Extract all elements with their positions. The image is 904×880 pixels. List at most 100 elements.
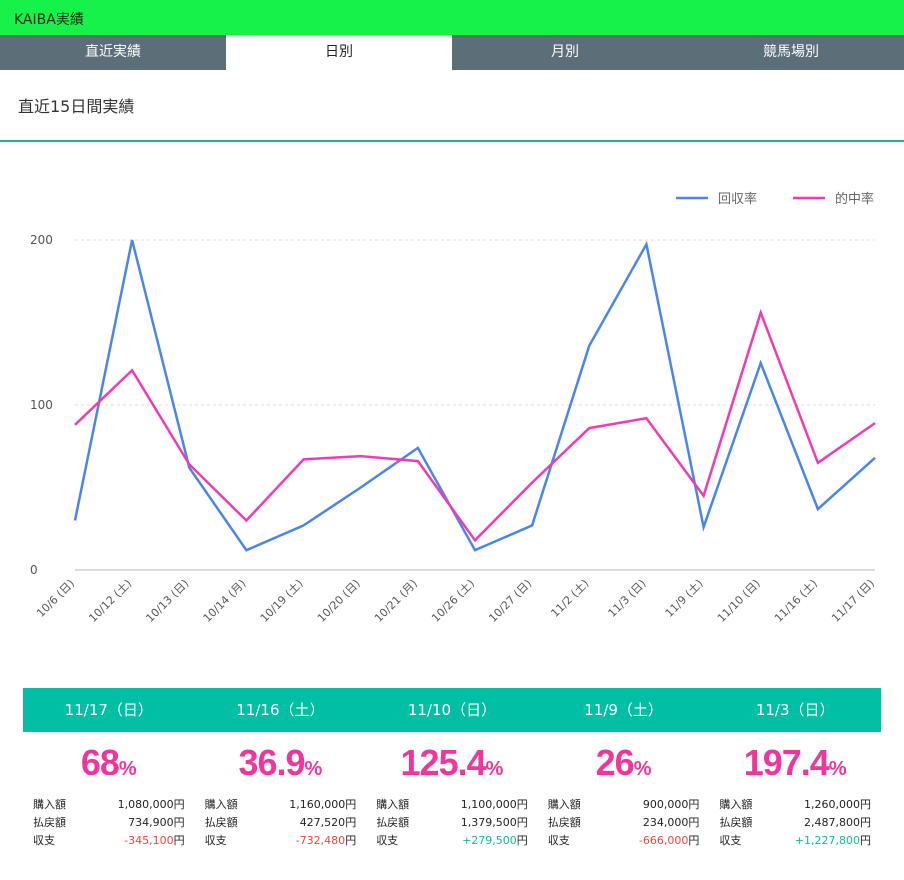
balance-amount: -666,000 <box>638 834 689 847</box>
purchase-label: 購入額 <box>204 798 238 811</box>
yen-unit: 円 <box>516 834 528 847</box>
balance-value: -732,480円 <box>296 832 356 850</box>
x-tick-label: 10/26 (土) <box>429 577 477 625</box>
card-date: 11/10（日） <box>407 701 497 719</box>
recovery-rate-value: 36.9 <box>238 742 305 783</box>
card-details: 購入額 1,160,000円 払戻額 427,520円 収支 -732,480円 <box>195 796 367 850</box>
purchase-label: 購入額 <box>719 798 753 811</box>
purchase-amount: 1,260,000 <box>803 798 860 811</box>
legend-label: 的中率 <box>835 191 874 207</box>
tab-monthly[interactable]: 月別 <box>551 44 579 60</box>
card-details: 購入額 1,080,000円払戻額 734,900円収支 -345,100円 <box>23 796 195 850</box>
card-date: 11/9（土） <box>584 701 663 719</box>
card-details: 購入額 900,000円 払戻額 234,000円 収支 -666,000円 <box>538 796 710 850</box>
balance-value: -345,100円 <box>124 832 184 850</box>
payout-value: 1,379,500円 <box>461 814 528 832</box>
app-title: KAIBA実績 <box>14 12 84 28</box>
purchase-row: 購入額 900,000円 <box>548 796 700 814</box>
balance-value: -666,000円 <box>639 832 699 850</box>
purchase-value: 1,100,000円 <box>461 796 528 814</box>
y-tick-label: 100 <box>30 398 53 412</box>
balance-label: 収支 <box>547 834 570 847</box>
recovery-rate: 36.9% <box>195 742 367 786</box>
percent-sign: % <box>304 758 323 780</box>
y-tick-label: 0 <box>30 563 38 577</box>
x-tick-label: 11/17 (日) <box>829 577 877 625</box>
yen-unit: 円 <box>859 834 871 847</box>
recovery-rate: 68% <box>23 742 195 786</box>
card-date: 11/3（日） <box>755 701 835 719</box>
x-tick-label: 10/19 (土) <box>258 577 306 625</box>
x-tick-label: 11/10 (日) <box>715 577 763 625</box>
payout-label: 払戻額 <box>204 816 238 829</box>
balance-row: 収支 +279,500円 <box>376 832 528 850</box>
yen-unit: 円 <box>345 834 357 847</box>
yen-unit: 円 <box>516 798 528 811</box>
x-tick-label: 10/14 (月) <box>201 577 249 625</box>
daily-card: 197.4% 購入額 1,260,000円 払戻額 2,487,800円 収支 +1,227… <box>709 732 881 852</box>
x-tick-label: 10/13 (日) <box>143 577 191 625</box>
series-line-1 <box>74 308 876 543</box>
balance-label: 収支 <box>204 834 227 847</box>
payout-label: 払戻額 <box>33 816 66 829</box>
x-tick-label: 11/3 (日) <box>606 577 649 620</box>
purchase-value: 1,260,000円 <box>804 796 871 814</box>
purchase-row: 購入額 1,100,000円 <box>376 796 528 814</box>
purchase-amount: 900,000 <box>642 798 689 811</box>
balance-row: 収支 -732,480円 <box>205 832 357 850</box>
series-line-0 <box>73 239 876 552</box>
card-date: 11/16（土） <box>236 701 325 719</box>
y-tick-label: 200 <box>30 233 53 247</box>
payout-row: 払戻額 427,520円 <box>205 814 357 832</box>
tab-racecourse[interactable]: 競馬場別 <box>763 44 819 60</box>
yen-unit: 円 <box>173 816 185 829</box>
x-tick-label: 10/12 (土) <box>86 577 134 625</box>
payout-value: 2,487,800円 <box>804 814 871 832</box>
tab-recent[interactable]: 直近実績 <box>85 44 141 60</box>
payout-value: 427,520円 <box>300 814 357 832</box>
balance-amount: +1,227,800 <box>794 834 860 847</box>
x-tick-label: 11/2 (土) <box>548 577 591 620</box>
yen-unit: 円 <box>173 834 185 847</box>
balance-label: 収支 <box>33 834 55 847</box>
x-tick-label: 10/21 (月) <box>372 577 420 625</box>
recovery-rate-value: 125.4 <box>400 742 487 783</box>
app-header: KAIBA実績 <box>0 0 904 36</box>
payout-amount: 234,000 <box>642 816 689 829</box>
payout-value: 734,900円 <box>128 814 185 832</box>
purchase-row: 購入額 1,080,000円 <box>33 796 185 814</box>
purchase-value: 1,080,000円 <box>118 796 185 814</box>
tab-daily[interactable]: 日別 <box>226 35 452 70</box>
payout-amount: 427,520 <box>299 816 346 829</box>
percent-sign: % <box>485 758 504 780</box>
recovery-rate-value: 197.4 <box>743 742 830 783</box>
recovery-rate: 197.4% <box>709 742 881 786</box>
percent-sign: % <box>633 758 652 780</box>
yen-unit: 円 <box>688 798 700 811</box>
yen-unit: 円 <box>688 834 700 847</box>
x-tick-label: 11/9 (土) <box>663 577 706 620</box>
daily-card: 26% 購入額 900,000円 払戻額 234,000円 収支 -666,000円 <box>538 732 710 852</box>
payout-value: 234,000円 <box>643 814 700 832</box>
payout-row: 払戻額 234,000円 <box>548 814 700 832</box>
purchase-label: 購入額 <box>376 798 410 811</box>
card-details: 購入額 1,100,000円 払戻額 1,379,500円 収支 +279,500円 <box>366 796 538 850</box>
payout-label: 払戻額 <box>376 816 410 829</box>
purchase-amount: 1,160,000 <box>289 798 346 811</box>
payout-label: 払戻額 <box>547 816 581 829</box>
x-tick-label: 10/20 (日) <box>315 577 363 625</box>
yen-unit: 円 <box>345 798 357 811</box>
purchase-row: 購入額 1,160,000円 <box>205 796 357 814</box>
x-tick-label: 10/6 (日) <box>34 577 77 620</box>
cards-header: 11/17（日） 11/16（土） 11/10（日） 11/9（土） 11/3（… <box>23 688 881 732</box>
daily-card: 68% 購入額 1,080,000円払戻額 734,900円収支 -345,100円 <box>23 732 195 852</box>
purchase-value: 900,000円 <box>643 796 700 814</box>
yen-unit: 円 <box>173 798 185 811</box>
card-details: 購入額 1,260,000円 払戻額 2,487,800円 収支 +1,227,800円 <box>709 796 881 850</box>
x-tick-label: 10/27 (日) <box>486 577 534 625</box>
balance-row: 収支 +1,227,800円 <box>719 832 871 850</box>
purchase-amount: 1,100,000 <box>460 798 517 811</box>
card-date: 11/17（日） <box>64 701 153 719</box>
x-tick-label: 11/16 (土) <box>772 577 820 625</box>
balance-amount: -732,480 <box>295 834 346 847</box>
